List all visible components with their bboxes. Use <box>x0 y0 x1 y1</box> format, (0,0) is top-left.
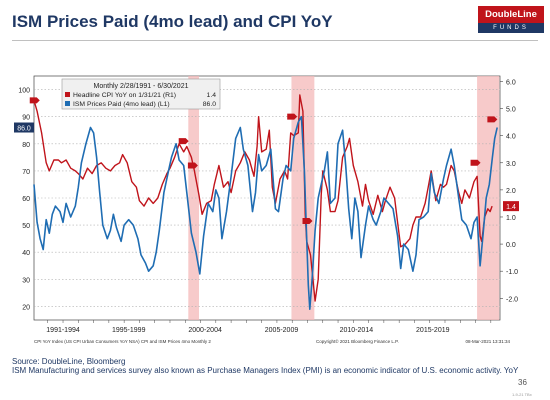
left-tick-label: 40 <box>22 250 30 257</box>
doubleline-logo: DoubleLine FUNDS <box>478 6 544 36</box>
cpi-event-marker <box>187 162 198 169</box>
left-tick-label: 50 <box>22 223 30 230</box>
doc-stamp: 1-9-21 TBx <box>512 392 532 397</box>
ism-last-value-box <box>14 122 34 133</box>
recession-band-1 <box>188 76 200 320</box>
right-tick-label: -2.0 <box>506 296 518 303</box>
cpi-series-line <box>33 94 493 302</box>
x-tick-label: 2010-2014 <box>340 327 374 334</box>
left-tick-label: 70 <box>22 169 30 176</box>
right-tick-label: 3.0 <box>506 161 516 168</box>
right-tick-label: 4.0 <box>506 134 516 141</box>
right-tick-label: 1.0 <box>506 215 516 222</box>
left-tick-label: 100 <box>18 88 30 95</box>
recession-band-3 <box>477 76 500 320</box>
legend-value: 1.4 <box>207 92 217 99</box>
legend-label: Headline CPI YoY on 1/31/21 (R1) <box>73 92 176 99</box>
right-tick-label: 5.0 <box>506 107 516 114</box>
legend-frame <box>61 78 221 110</box>
ism-last-value-label: 86.0 <box>17 126 31 133</box>
legend-label: ISM Prices Paid (4mo lead) (L1) <box>73 101 170 108</box>
source-note: Source: DoubleLine, Bloomberg <box>12 357 126 366</box>
cpi-event-marker <box>29 97 40 104</box>
cpi-last-value-box <box>503 201 519 212</box>
footnote: ISM Manufacturing and services survey al… <box>12 366 519 375</box>
cpi-event-marker <box>287 113 298 120</box>
title-divider <box>12 40 538 41</box>
left-tick-label: 80 <box>22 142 30 149</box>
left-tick-label: 30 <box>22 277 30 284</box>
cpi-event-marker <box>302 218 313 225</box>
cpi-event-marker <box>487 116 498 123</box>
cpi-last-value-label: 1.4 <box>506 204 516 211</box>
cpi-event-marker <box>470 159 481 166</box>
logo-wordmark: DoubleLine <box>478 6 544 23</box>
x-tick-label: 1995-1999 <box>112 327 146 334</box>
page-title: ISM Prices Paid (4mo lead) and CPI YoY <box>12 12 333 31</box>
legend-header: Monthly 2/28/1991 - 6/30/2021 <box>94 83 189 90</box>
x-tick-label: 1991-1994 <box>46 327 80 334</box>
bloomberg-timestamp: 08-Mar-2021 13:31:34 <box>465 339 510 344</box>
left-tick-label: 20 <box>22 304 30 311</box>
right-tick-label: 0.0 <box>506 242 516 249</box>
bloomberg-series-caption: CPI YoY Index (US CPI Urban Consumers Yo… <box>34 339 211 344</box>
legend-swatch <box>65 101 70 106</box>
x-tick-label: 2015-2019 <box>416 327 450 334</box>
x-tick-label: 2005-2009 <box>265 327 299 334</box>
right-tick-label: 2.0 <box>506 188 516 195</box>
bloomberg-copyright: Copyright© 2021 Bloomberg Finance L.P. <box>316 338 399 344</box>
cpi-event-marker <box>178 138 189 145</box>
legend-value: 86.0 <box>203 101 216 108</box>
page-number: 36 <box>518 378 527 387</box>
right-tick-label: 6.0 <box>506 79 516 86</box>
logo-subtitle: FUNDS <box>478 23 544 33</box>
left-tick-label: 90 <box>22 115 30 122</box>
recession-band-2 <box>291 76 315 320</box>
right-tick-label: -1.0 <box>506 269 518 276</box>
x-tick-label: 2000-2004 <box>188 327 222 334</box>
legend-swatch <box>65 92 70 97</box>
ism-series-line <box>33 115 498 310</box>
left-tick-label: 60 <box>22 196 30 203</box>
legend-box: Monthly 2/28/1991 - 6/30/2021 Headline CP… <box>61 78 221 110</box>
